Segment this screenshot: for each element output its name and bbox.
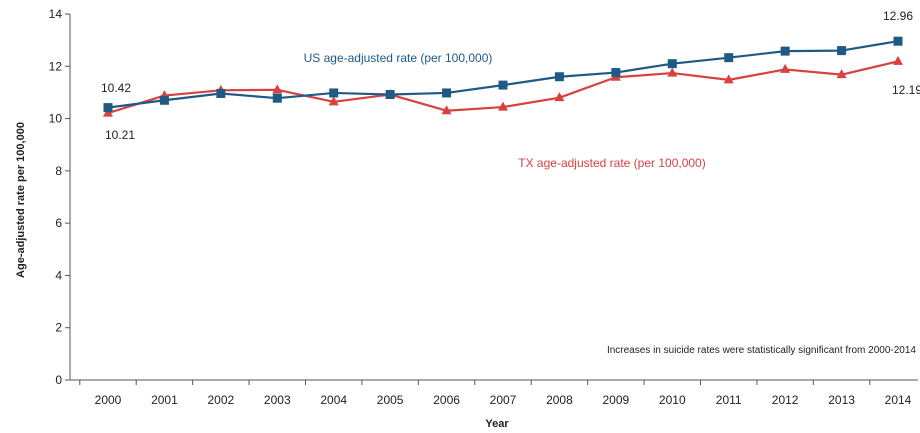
x-tick-label: 2007 xyxy=(490,393,517,407)
us-data-point xyxy=(216,88,226,98)
us-data-point xyxy=(329,88,339,98)
axes xyxy=(69,14,918,381)
x-tick-label: 2008 xyxy=(546,393,573,407)
tx-data-point xyxy=(498,101,508,111)
x-tick-label: 2012 xyxy=(772,393,799,407)
us-data-point xyxy=(159,95,169,105)
y-axis-title: Age-adjusted rate per 100,000 xyxy=(15,122,27,278)
us-data-point xyxy=(385,90,395,100)
y-tick-label: 8 xyxy=(55,164,62,178)
us-data-point xyxy=(667,59,677,69)
x-tick-label: 2003 xyxy=(264,393,291,407)
us-series-line xyxy=(107,40,899,109)
us-data-point xyxy=(442,88,452,98)
tx-data-point xyxy=(836,69,847,79)
data-label-tx-start: 10.21 xyxy=(105,128,135,142)
us-data-point xyxy=(893,36,903,46)
x-tick-label: 2005 xyxy=(377,393,404,407)
x-tick-label: 2001 xyxy=(151,393,178,407)
x-tick-label: 2002 xyxy=(208,393,235,407)
x-tick-label: 2013 xyxy=(828,393,855,407)
x-tick-label: 2000 xyxy=(95,393,122,407)
x-tick-label: 2011 xyxy=(716,393,742,407)
y-tick-label: 4 xyxy=(55,268,62,282)
tx-data-point xyxy=(441,105,452,115)
tx-data-point xyxy=(328,96,339,106)
x-tick-label: 2010 xyxy=(659,393,686,407)
tx-data-point xyxy=(893,55,903,65)
y-ticks: 0 2 4 6 8 10 12 14 xyxy=(49,7,70,387)
tx-data-point xyxy=(667,67,678,77)
us-data-point xyxy=(611,68,621,78)
y-tick-label: 12 xyxy=(49,59,63,73)
us-data-point xyxy=(724,53,734,63)
data-label-us-start: 10.42 xyxy=(101,81,131,95)
data-label-us-end: 12.96 xyxy=(883,9,913,23)
us-data-point xyxy=(498,80,508,90)
tx-data-point xyxy=(723,74,734,84)
us-data-point xyxy=(272,93,282,103)
us-data-point xyxy=(554,72,564,82)
y-tick-label: 10 xyxy=(49,112,63,126)
x-tick-label: 2009 xyxy=(603,393,630,407)
x-axis-title: Year xyxy=(485,418,509,430)
us-data-point xyxy=(837,46,847,56)
x-ticks: 2000 2001 2002 2003 2004 2005 2006 2007 2008 2009… xyxy=(79,380,912,407)
tx-data-point xyxy=(554,92,565,102)
y-tick-label: 0 xyxy=(55,373,62,387)
y-tick-label: 14 xyxy=(49,7,63,21)
series-label-us: US age-adjusted rate (per 100,000) xyxy=(304,51,493,65)
x-tick-label: 2004 xyxy=(320,393,347,407)
series-label-tx: TX age-adjusted rate (per 100,000) xyxy=(518,156,705,170)
us-data-point xyxy=(780,46,790,56)
us-data-point xyxy=(103,103,113,113)
y-tick-label: 6 xyxy=(55,216,62,230)
x-tick-label: 2014 xyxy=(885,393,912,407)
data-label-tx-end: 12.19 xyxy=(892,83,920,97)
series-markers xyxy=(103,36,903,117)
x-tick-label: 2006 xyxy=(433,393,460,407)
y-tick-label: 2 xyxy=(55,321,62,335)
significance-note: Increases in suicide rates were statisti… xyxy=(607,345,916,356)
tx-data-point xyxy=(780,63,791,73)
tx-data-point xyxy=(272,84,283,94)
